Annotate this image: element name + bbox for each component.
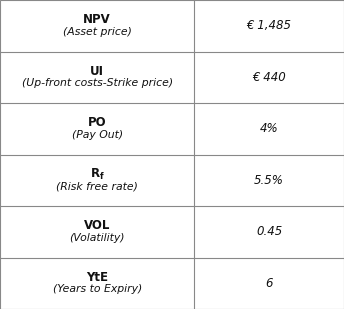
Text: € 1,485: € 1,485 — [247, 19, 292, 32]
Text: 4%: 4% — [260, 122, 279, 135]
Text: NPV: NPV — [83, 13, 111, 26]
Text: € 440: € 440 — [252, 71, 286, 84]
Text: PO: PO — [88, 116, 107, 129]
Text: (Pay Out): (Pay Out) — [72, 130, 123, 140]
Text: 5.5%: 5.5% — [254, 174, 284, 187]
Text: (Risk free rate): (Risk free rate) — [56, 181, 138, 192]
Text: UI: UI — [90, 65, 104, 78]
Text: (Volatility): (Volatility) — [69, 233, 125, 243]
Text: (Years to Expiry): (Years to Expiry) — [53, 284, 142, 294]
Text: (Up-front costs-Strike price): (Up-front costs-Strike price) — [22, 78, 173, 88]
Text: VOL: VOL — [84, 219, 110, 232]
Text: 6: 6 — [266, 277, 273, 290]
Text: YtE: YtE — [86, 271, 108, 284]
Text: (Asset price): (Asset price) — [63, 27, 132, 37]
Text: $\mathbf{R_f}$: $\mathbf{R_f}$ — [90, 167, 105, 182]
Text: 0.45: 0.45 — [256, 225, 282, 238]
